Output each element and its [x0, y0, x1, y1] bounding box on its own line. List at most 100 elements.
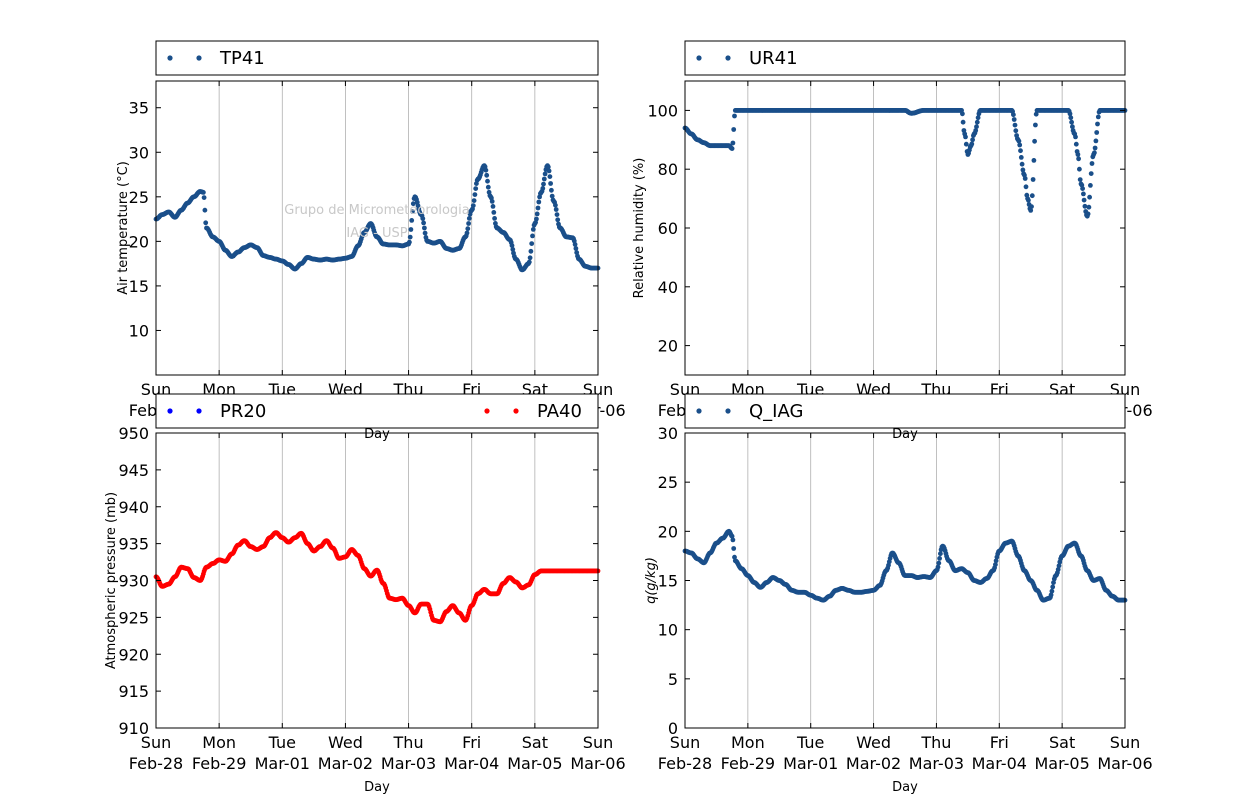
data-point [540, 186, 546, 191]
legend-marker [696, 408, 702, 414]
data-point [421, 220, 426, 226]
ytick-label: 100 [647, 101, 678, 120]
data-point [472, 192, 478, 198]
data-point [491, 210, 497, 215]
xtick-day-label: Fri [462, 733, 481, 752]
ytick-label: 80 [658, 160, 678, 179]
data-point [993, 562, 998, 567]
xtick-date-label: Feb-29 [721, 754, 775, 773]
ytick-label: 40 [658, 278, 678, 297]
data-point [534, 216, 539, 222]
legend-marker [167, 408, 173, 414]
ytick-label: 25 [658, 473, 678, 492]
data-point [1095, 121, 1100, 127]
data-point [554, 212, 560, 218]
data-point [1012, 122, 1018, 128]
legend-label: PA40 [537, 401, 582, 422]
data-point [1049, 588, 1055, 594]
series-q-iag [682, 528, 1128, 603]
data-point [730, 140, 736, 146]
ytick-label: 10 [129, 321, 149, 340]
data-point [1018, 148, 1023, 154]
legend-marker [167, 55, 173, 61]
xtick-day-label: Thu [920, 733, 951, 752]
ytick-label: 20 [129, 232, 149, 251]
legend-label: Q_IAG [749, 401, 803, 422]
data-point [553, 202, 558, 208]
data-point [1093, 138, 1099, 144]
chart-pressure: 910 915 920 925 930 935 940 945 950 Sun Feb-28 Mon F… [104, 393, 626, 795]
watermark-line-2: IAG - USP [346, 226, 407, 241]
legend-marker [725, 55, 731, 61]
data-point [1077, 177, 1083, 183]
data-point [731, 546, 737, 551]
data-point [1076, 156, 1081, 162]
xtick-day-label: Fri [990, 733, 1009, 752]
legend-marker [196, 408, 202, 414]
xtick-day-label: Sat [1049, 733, 1075, 752]
xtick-day-label: Tue [268, 733, 296, 752]
legend: PR20 PA40 [155, 393, 599, 429]
data-point [1048, 592, 1054, 598]
xtick-day-label: Sat [522, 733, 548, 752]
data-point [489, 199, 495, 204]
data-point [732, 113, 737, 119]
data-point [410, 201, 416, 207]
xtick-date-label: Mar-04 [444, 754, 499, 773]
data-point [470, 203, 476, 209]
data-point [1017, 142, 1023, 148]
data-point [1018, 155, 1024, 160]
ytick-label: 15 [658, 572, 678, 591]
data-point [1087, 194, 1092, 200]
data-point [466, 216, 472, 221]
data-point [1077, 166, 1082, 172]
data-point [1020, 167, 1026, 173]
xtick-date-label: Mar-06 [1097, 754, 1152, 773]
ytick-label: 930 [118, 572, 149, 591]
xtick-day-label: Thu [393, 733, 424, 752]
data-point [201, 195, 207, 201]
data-point [509, 243, 515, 249]
xtick-date-label: Mar-03 [381, 754, 436, 773]
data-point [466, 221, 471, 226]
data-point [1092, 145, 1098, 151]
data-point [409, 218, 415, 223]
data-point [534, 211, 540, 217]
x-axis-label: Day [364, 780, 390, 795]
legend-label: TP41 [219, 48, 265, 69]
xtick-date-label: Feb-28 [658, 754, 712, 773]
data-point [1088, 171, 1094, 177]
data-point [510, 247, 516, 252]
data-point [555, 217, 561, 223]
data-point [527, 255, 533, 261]
data-point [1023, 184, 1029, 190]
data-point [1081, 191, 1086, 197]
data-point [1019, 161, 1025, 167]
data-point [572, 242, 578, 247]
ytick-label: 20 [658, 337, 678, 356]
data-point [730, 537, 736, 543]
ytick-label: 0 [668, 719, 678, 738]
x-axis-label: Day [364, 427, 390, 442]
data-point [1073, 141, 1079, 147]
data-point [729, 533, 735, 539]
data-point [937, 556, 942, 561]
ytick-label: 60 [658, 219, 678, 238]
ytick-label: 20 [658, 522, 678, 541]
ytick-label: 920 [118, 645, 149, 664]
legend-frame [155, 40, 599, 76]
data-point [1026, 197, 1031, 203]
xtick-day-label: Mon [731, 733, 765, 752]
data-point [420, 216, 426, 222]
xtick-date-label: Feb-28 [129, 754, 183, 773]
data-point [1032, 138, 1037, 144]
y-axis-label: Relative humidity (%) [632, 158, 647, 299]
legend-label: UR41 [749, 48, 798, 69]
legend-marker [696, 55, 702, 61]
data-point [973, 128, 979, 133]
xtick-day-label: Wed [328, 733, 363, 752]
ytick-label: 25 [129, 188, 149, 207]
legend-frame [155, 393, 599, 429]
legend-frame [684, 393, 1126, 429]
data-point [1029, 193, 1035, 199]
